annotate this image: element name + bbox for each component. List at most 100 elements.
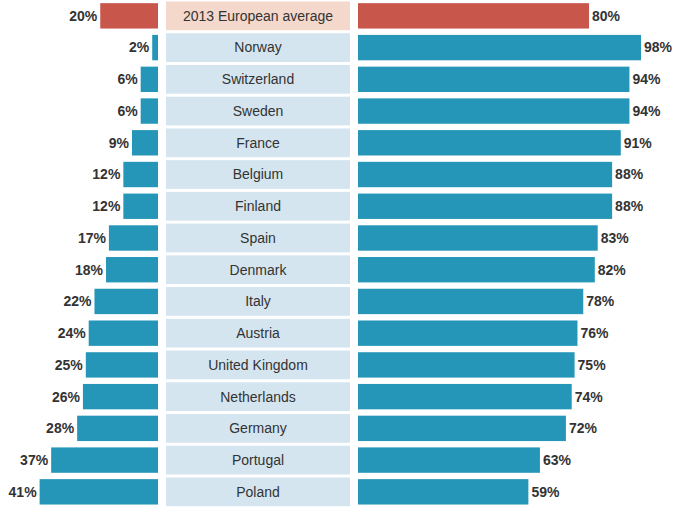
data-label: 91% [624, 135, 653, 151]
category-box [166, 33, 350, 62]
bar [358, 98, 629, 123]
bar [89, 320, 158, 345]
data-label: 12% [92, 166, 121, 182]
data-label: 98% [644, 39, 673, 55]
bar [123, 162, 158, 187]
category-label: Poland [236, 484, 280, 500]
data-label: 63% [543, 452, 572, 468]
bar [123, 194, 158, 219]
data-label: 26% [52, 389, 81, 405]
data-label: 18% [75, 262, 104, 278]
bar [109, 225, 158, 250]
category-label: Belgium [233, 166, 284, 182]
category-box [166, 287, 350, 316]
bar [100, 3, 158, 28]
bar [51, 447, 158, 472]
bar [358, 384, 572, 409]
category-box [166, 160, 350, 189]
bar [358, 3, 589, 28]
category-label: Germany [229, 420, 287, 436]
bar [358, 352, 575, 377]
category-label: France [236, 135, 280, 151]
data-label: 74% [575, 389, 604, 405]
category-box [166, 2, 350, 31]
data-label: 82% [598, 262, 627, 278]
category-box [166, 128, 350, 157]
bar [40, 479, 158, 504]
category-box [166, 477, 350, 506]
category-label: Switzerland [222, 71, 294, 87]
data-label: 59% [531, 484, 560, 500]
bar [83, 384, 158, 409]
category-box [166, 446, 350, 475]
category-label: Netherlands [220, 389, 296, 405]
bar [358, 416, 566, 441]
category-box [166, 224, 350, 253]
category-label: 2013 European average [183, 8, 333, 24]
data-label: 6% [117, 71, 138, 87]
data-label: 88% [615, 166, 644, 182]
category-label: Finland [235, 198, 281, 214]
data-label: 94% [632, 71, 661, 87]
category-boxes [166, 2, 350, 507]
chart: 20% 2% 6% 6% 9% 12% 12% 17% 18% 22% 24% 25% 26% 28% 37… [0, 0, 681, 512]
data-label: 9% [109, 135, 130, 151]
bar [358, 225, 598, 250]
bars [40, 3, 641, 504]
bar [358, 257, 595, 282]
category-box [166, 382, 350, 411]
bar [141, 98, 158, 123]
data-label: 25% [55, 357, 84, 373]
data-label: 72% [569, 420, 598, 436]
bar [106, 257, 158, 282]
category-label: Sweden [233, 103, 284, 119]
bar [358, 35, 641, 60]
bar [358, 479, 528, 504]
category-label: United Kingdom [208, 357, 308, 373]
bar [358, 447, 540, 472]
bar [358, 67, 629, 92]
data-label: 83% [601, 230, 630, 246]
category-box [166, 319, 350, 348]
data-label: 76% [580, 325, 609, 341]
bar [86, 352, 158, 377]
category-box [166, 192, 350, 221]
bar [358, 194, 612, 219]
bar [77, 416, 158, 441]
data-label: 17% [78, 230, 107, 246]
bar [358, 289, 583, 314]
data-label: 12% [92, 198, 121, 214]
category-box [166, 97, 350, 126]
data-label: 75% [578, 357, 607, 373]
texts: 20% 2% 6% 6% 9% 12% 12% 17% 18% 22% 24% 25% 26% 28% 37… [9, 8, 673, 500]
category-label: Italy [245, 293, 271, 309]
category-box [166, 351, 350, 380]
data-label: 88% [615, 198, 644, 214]
category-label: Spain [240, 230, 276, 246]
data-label: 28% [46, 420, 75, 436]
bar [358, 130, 621, 155]
data-label: 37% [20, 452, 49, 468]
data-label: 80% [592, 8, 621, 24]
data-label: 22% [63, 293, 92, 309]
bar [132, 130, 158, 155]
data-label: 41% [9, 484, 38, 500]
category-box [166, 414, 350, 443]
data-label: 20% [69, 8, 98, 24]
data-label: 2% [129, 39, 150, 55]
data-label: 24% [58, 325, 87, 341]
category-box [166, 255, 350, 284]
data-label: 94% [632, 103, 661, 119]
category-label: Denmark [230, 262, 288, 278]
bar [94, 289, 158, 314]
data-label: 78% [586, 293, 615, 309]
category-label: Norway [234, 39, 281, 55]
data-label: 6% [117, 103, 138, 119]
category-box [166, 65, 350, 94]
bar [152, 35, 158, 60]
category-label: Austria [236, 325, 280, 341]
category-label: Portugal [232, 452, 284, 468]
bar [358, 320, 577, 345]
bar [141, 67, 158, 92]
bar [358, 162, 612, 187]
